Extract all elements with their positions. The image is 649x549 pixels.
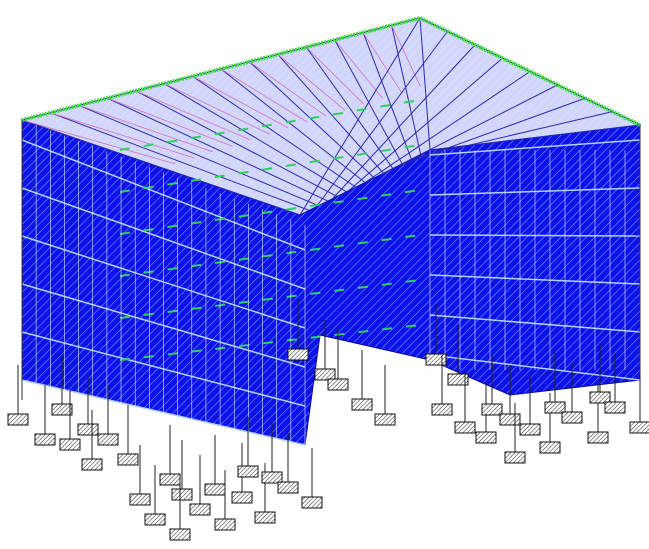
- footing: [315, 369, 335, 380]
- footing: [590, 392, 610, 403]
- footing: [145, 514, 165, 525]
- footing: [540, 442, 560, 453]
- footing: [255, 512, 275, 523]
- footing: [476, 432, 496, 443]
- footing: [278, 482, 298, 493]
- footing: [160, 474, 180, 485]
- footing: [605, 402, 625, 413]
- footing: [426, 354, 446, 365]
- footing: [432, 404, 452, 415]
- footing: [630, 422, 649, 433]
- footing: [562, 412, 582, 423]
- footing: [170, 529, 190, 540]
- footing: [545, 402, 565, 413]
- footing: [60, 439, 80, 450]
- footing: [52, 404, 72, 415]
- footing: [232, 492, 252, 503]
- footing: [482, 404, 502, 415]
- footing: [130, 494, 150, 505]
- footing: [78, 424, 98, 435]
- footing: [520, 424, 540, 435]
- footing: [118, 454, 138, 465]
- footing: [172, 489, 192, 500]
- footing: [190, 504, 210, 515]
- footing: [205, 484, 225, 495]
- footing: [8, 414, 28, 425]
- footing: [375, 414, 395, 425]
- footing: [238, 466, 258, 477]
- footing: [288, 349, 308, 360]
- footing: [215, 519, 235, 530]
- footing: [588, 432, 608, 443]
- footing: [98, 434, 118, 445]
- footing: [262, 472, 282, 483]
- page: {} html, body { margin: 0; padding: 0; b…: [0, 0, 649, 549]
- footing: [352, 399, 372, 410]
- footing: [35, 434, 55, 445]
- footing: [328, 379, 348, 390]
- body: (() => { const svg = document.getElement…: [0, 0, 649, 549]
- structural-model-view: [0, 0, 649, 549]
- footing: [500, 414, 520, 425]
- footing: [82, 459, 102, 470]
- footing: [455, 422, 475, 433]
- footing: [505, 452, 525, 463]
- footing: [302, 497, 322, 508]
